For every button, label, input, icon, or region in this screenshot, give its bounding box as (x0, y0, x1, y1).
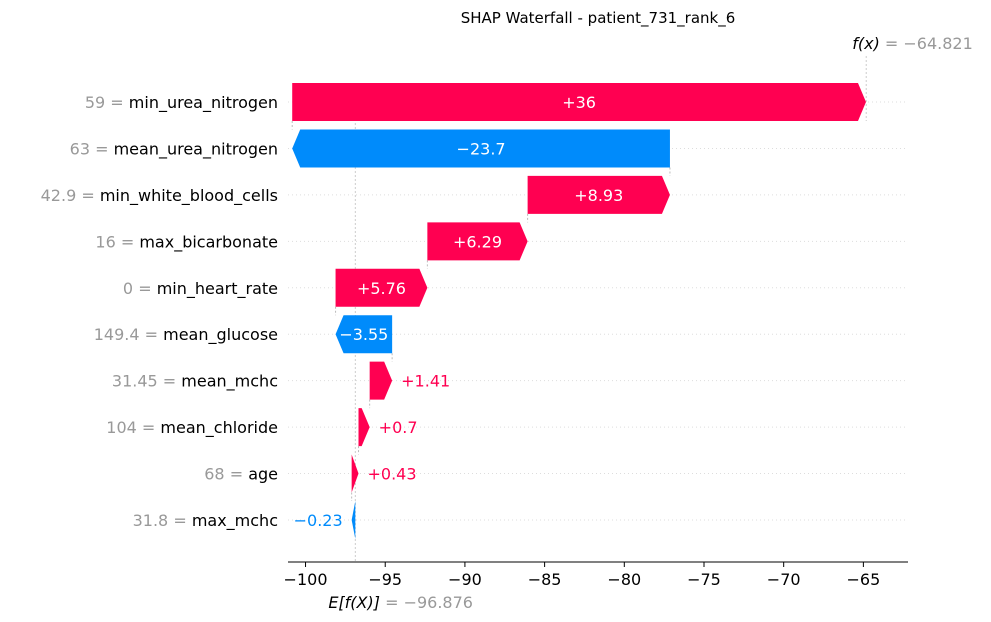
feature-label: 42.9 = min_white_blood_cells (41, 186, 278, 206)
bar-value-label: +8.93 (574, 186, 623, 205)
value-annotations: f(x) = −64.821 E[f(X)] = −96.876 (328, 34, 972, 612)
feature-name: min_urea_nitrogen (129, 93, 278, 113)
base-label: E[f(X)] (328, 593, 385, 612)
feature-label: 31.45 = mean_mchc (112, 372, 278, 392)
base-value-text: = −96.876 (385, 593, 473, 612)
feature-value: 31.8 = (133, 511, 192, 530)
feature-label: 16 = max_bicarbonate (95, 232, 278, 252)
x-tick-label: −100 (284, 570, 328, 589)
feature-labels: 59 = min_urea_nitrogen 63 = mean_urea_nit… (41, 93, 278, 531)
feature-label: 59 = min_urea_nitrogen (85, 93, 278, 113)
x-axis: −100 −95 −90 −85 −80 −75 −70 −65 (284, 561, 908, 589)
output-value-text: = −64.821 (885, 34, 973, 53)
x-tick-label: −80 (607, 570, 641, 589)
base-value-annotation: E[f(X)] = −96.876 (328, 593, 473, 612)
feature-value: 31.45 = (112, 372, 181, 391)
feature-label: 68 = age (204, 465, 278, 484)
feature-label: 0 = min_heart_rate (123, 279, 278, 299)
chart-title: SHAP Waterfall - patient_731_rank_6 (461, 9, 736, 28)
feature-value: 68 = (204, 465, 248, 484)
bar-value-label: +0.43 (368, 465, 417, 484)
feature-name: mean_mchc (181, 372, 278, 392)
feature-label: 31.8 = max_mchc (133, 511, 278, 531)
feature-name: min_heart_rate (157, 279, 278, 299)
bars-layer: +36 −23.7 +8.93 +6.29 +5.76 −3.55 +1.41 +0.7 +0.… (292, 83, 866, 539)
feature-name: min_white_blood_cells (100, 186, 278, 206)
waterfall-bar (358, 408, 370, 447)
waterfall-bar (369, 361, 393, 400)
x-tick-label: −75 (687, 570, 721, 589)
feature-value: 16 = (95, 232, 139, 251)
feature-name: mean_glucose (163, 325, 278, 345)
x-tick-label: −90 (448, 570, 482, 589)
waterfall-bar (351, 500, 356, 539)
bar-value-label: +0.7 (379, 418, 418, 437)
bar-value-label: +1.41 (401, 372, 450, 391)
feature-name: age (248, 465, 278, 484)
output-value-annotation: f(x) = −64.821 (852, 34, 973, 53)
feature-label: 104 = mean_chloride (106, 418, 278, 438)
waterfall-bar (292, 83, 866, 121)
feature-value: 63 = (70, 139, 114, 158)
x-tick-label: −95 (368, 570, 402, 589)
feature-name: mean_chloride (160, 418, 278, 438)
feature-name: mean_urea_nitrogen (114, 139, 278, 159)
feature-value: 59 = (85, 93, 129, 112)
feature-value: 42.9 = (41, 186, 100, 205)
feature-name: max_bicarbonate (139, 232, 278, 252)
bar-value-label: −3.55 (339, 325, 388, 344)
feature-name: max_mchc (192, 511, 278, 531)
waterfall-bar (427, 222, 528, 261)
waterfall-bar (351, 454, 359, 493)
x-tick-label: −70 (767, 570, 801, 589)
waterfall-bar (292, 129, 670, 168)
bar-value-label: +6.29 (453, 232, 502, 251)
waterfall-bar (527, 175, 670, 214)
bar-value-label: −0.23 (294, 511, 343, 530)
bar-value-label: +36 (562, 93, 596, 112)
bar-value-label: +5.76 (357, 279, 406, 298)
feature-label: 63 = mean_urea_nitrogen (70, 139, 278, 159)
waterfall-bar (335, 315, 393, 354)
waterfall-bar (335, 268, 428, 307)
feature-value: 104 = (106, 418, 160, 437)
x-tick-label: −65 (846, 570, 880, 589)
feature-label: 149.4 = mean_glucose (94, 325, 278, 345)
feature-value: 149.4 = (94, 325, 163, 344)
x-tick-label: −85 (528, 570, 562, 589)
output-label: f(x) (852, 34, 885, 53)
feature-value: 0 = (123, 279, 157, 298)
bar-value-label: −23.7 (457, 139, 506, 158)
